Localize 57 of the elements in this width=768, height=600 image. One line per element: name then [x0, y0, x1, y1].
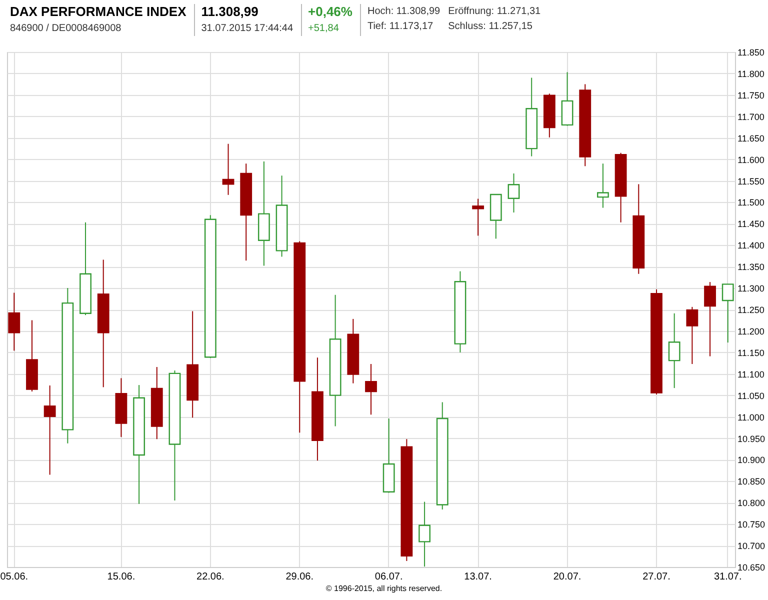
y-tick-label: 11.750	[738, 90, 764, 100]
y-tick-label: 11.600	[738, 154, 764, 165]
y-tick-label: 11.550	[738, 176, 764, 186]
text: +51,84	[308, 23, 339, 34]
candlestick	[704, 282, 716, 357]
text: © 1996-2015, all rights reserved.	[324, 584, 444, 593]
x-tick-label: 13.07.	[464, 572, 492, 582]
y-tick-label: 11.500	[738, 198, 764, 208]
y-tick-label: 10.700	[738, 541, 766, 552]
y-tick-label: 11.350	[738, 262, 764, 272]
y-tick-label: 11.300	[738, 284, 764, 294]
text: Hoch: 11.308,99	[367, 5, 440, 19]
candlestick	[44, 384, 56, 476]
y-tick-label: 11.200	[738, 326, 764, 336]
y-tick-label: 11.050	[738, 390, 764, 401]
text: 31.07.2015 17:44:44	[201, 23, 294, 34]
y-tick-label: 10.800	[738, 498, 766, 508]
text: Schluss: 11.257,15	[448, 20, 534, 34]
candlestick	[222, 143, 234, 196]
x-tick-label: 05.06.	[0, 572, 28, 582]
x-tick-label: 27.07.	[642, 572, 670, 582]
y-tick-label: 11.000	[738, 412, 764, 422]
candlestick	[668, 312, 680, 389]
y-tick-label: 11.100	[738, 369, 764, 380]
y-tick-label: 10.900	[738, 455, 766, 466]
text: Eröffnung: 11.271,31	[448, 5, 541, 19]
x-tick-label: 20.07.	[553, 572, 582, 582]
chart-title: DAX PERFORMANCE INDEX	[10, 4, 186, 19]
candlestick	[597, 163, 609, 208]
y-tick-label: 10.850	[738, 476, 766, 487]
candlestick	[8, 292, 20, 352]
x-tick-label: 15.06.	[107, 572, 136, 582]
text: +0,46%	[308, 4, 352, 19]
text: Tief: 11.173,17	[367, 20, 434, 34]
y-tick-label: 11.800	[738, 68, 764, 79]
candlestick	[365, 364, 377, 416]
y-tick-label: 11.400	[738, 240, 764, 251]
x-tick-label: 31.07.	[714, 572, 742, 582]
y-tick-label: 10.950	[738, 434, 766, 444]
y-tick-label: 11.850	[738, 48, 764, 58]
text: 11.308,99	[201, 4, 258, 19]
x-tick-label: 06.07.	[374, 572, 403, 582]
y-tick-label: 11.250	[738, 305, 764, 315]
y-tick-label: 11.650	[738, 133, 764, 144]
candlestick	[508, 172, 520, 214]
x-tick-label: 22.06.	[196, 572, 224, 582]
candlestick	[472, 198, 484, 236]
candlestick	[418, 501, 430, 568]
y-tick-label: 10.650	[738, 562, 766, 572]
y-tick-label: 11.700	[738, 112, 764, 122]
chart-subtitle: 846900 / DE0008469008	[10, 23, 122, 34]
x-tick-label: 29.06.	[286, 572, 314, 582]
y-tick-label: 10.750	[738, 520, 766, 530]
candlestick	[686, 306, 698, 365]
y-tick-label: 11.150	[738, 348, 764, 358]
y-tick-label: 11.450	[738, 219, 764, 230]
candlestick	[722, 284, 734, 344]
